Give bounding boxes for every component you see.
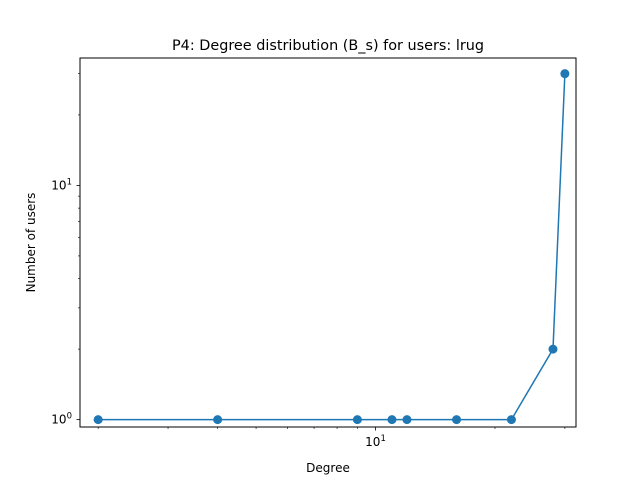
data-point <box>560 69 570 79</box>
data-point <box>352 415 362 425</box>
chart-title: P4: Degree distribution (B_s) for users:… <box>172 38 484 54</box>
data-point <box>402 415 412 425</box>
y-axis-label: Number of users <box>24 193 38 293</box>
data-point <box>452 415 462 425</box>
data-point <box>387 415 397 425</box>
data-point <box>548 344 558 354</box>
x-axis-label: Degree <box>306 461 350 475</box>
data-point <box>506 415 516 425</box>
axes-frame <box>79 57 577 428</box>
data-point <box>93 415 103 425</box>
plot-marks <box>93 69 570 425</box>
data-point <box>213 415 223 425</box>
